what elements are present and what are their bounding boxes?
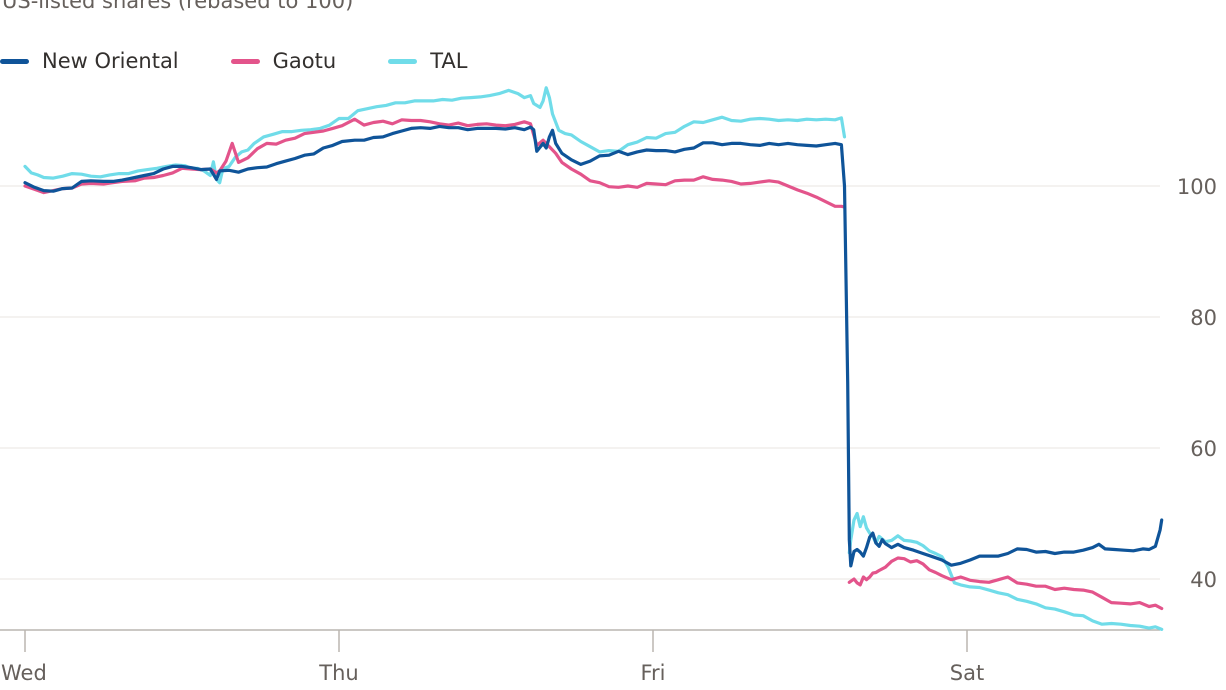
x-tick-label-fri: Fri bbox=[640, 661, 665, 685]
legend-label-gaotu: Gaotu bbox=[272, 49, 337, 73]
legend-swatch-tal bbox=[388, 58, 418, 64]
y-tick-label-40: 40 bbox=[1190, 568, 1217, 592]
series-line-tal bbox=[23, 86, 847, 185]
series-line-gaotu bbox=[23, 117, 847, 209]
legend-swatch-gaotu bbox=[230, 58, 260, 64]
series-line-new-oriental bbox=[23, 124, 1164, 568]
x-tick-label-sat: Sat bbox=[950, 661, 984, 685]
series-line-gaotu-after-gap bbox=[847, 556, 1164, 611]
x-tick-label-thu: Thu bbox=[318, 661, 358, 685]
y-tick-label-80: 80 bbox=[1190, 306, 1217, 330]
series-gaotu bbox=[23, 117, 1164, 611]
legend-item-gaotu: Gaotu bbox=[230, 49, 337, 73]
x-tick-label-wed: Wed bbox=[1, 661, 47, 685]
y-tick-label-60: 60 bbox=[1190, 437, 1217, 461]
y-tick-label-100: 100 bbox=[1177, 175, 1217, 199]
chart-legend: New Oriental Gaotu TAL bbox=[0, 46, 519, 76]
series-new-oriental bbox=[23, 124, 1164, 568]
series-line-tal-after-gap bbox=[847, 511, 1164, 631]
legend-swatch-new-oriental bbox=[0, 58, 29, 64]
legend-label-tal: TAL bbox=[430, 49, 468, 73]
legend-item-tal: TAL bbox=[388, 49, 467, 73]
chart-subtitle: US-listed shares (rebased to 100) bbox=[2, 0, 354, 13]
legend-label-new-oriental: New Oriental bbox=[42, 49, 179, 73]
legend-item-new-oriental: New Oriental bbox=[0, 49, 179, 73]
